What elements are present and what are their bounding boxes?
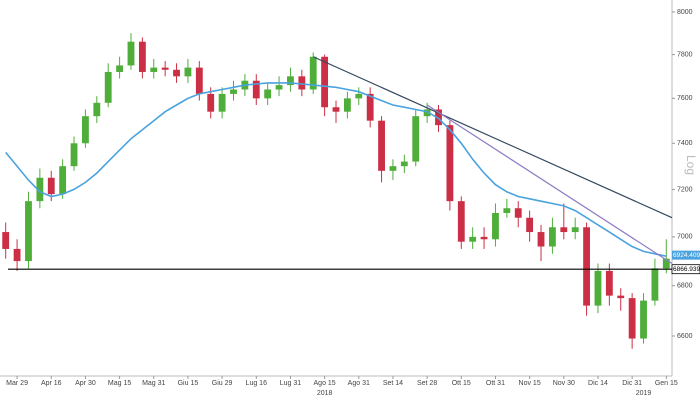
candle-body	[161, 67, 169, 70]
candle-body	[457, 201, 465, 242]
candle-body	[480, 236, 488, 240]
candle-body	[617, 295, 625, 299]
x-tick-label: Nov 30	[553, 380, 575, 387]
candle-body	[628, 298, 636, 339]
x-tick-label: Mag 31	[142, 380, 165, 387]
candle-body	[207, 93, 215, 112]
candle-body	[389, 166, 397, 171]
candle-body	[526, 217, 534, 233]
x-tick-label: Lug 31	[280, 380, 302, 387]
candle-body	[93, 102, 101, 117]
candle-body	[173, 69, 180, 77]
x-tick-label: Mag 15	[108, 380, 131, 387]
x-tick-label: Dic 31	[622, 380, 642, 387]
candle-body	[82, 116, 89, 144]
level-price-label: 6866.9399	[673, 266, 700, 273]
x-tick-label: Set 28	[417, 380, 437, 387]
candle-body	[195, 67, 203, 94]
candle-body	[435, 109, 442, 126]
candle-body	[366, 93, 374, 121]
level-price-tag	[671, 264, 700, 275]
x-tick-label: Giu 15	[178, 380, 199, 387]
candle-body	[36, 177, 44, 202]
x-tick-label: Ago 31	[348, 380, 370, 387]
candle-body	[400, 161, 408, 167]
y-axis-label: Log	[684, 155, 698, 175]
x-tick-label: Ott 31	[486, 380, 505, 387]
y-tick-label: 6600	[677, 333, 693, 340]
candle-body	[514, 208, 522, 218]
candle-body	[47, 177, 55, 195]
candle-body	[127, 41, 135, 66]
y-tick-label: 8000	[677, 9, 693, 16]
y-tick-label: 7000	[677, 234, 693, 241]
candle-body	[298, 76, 306, 90]
candle-body	[25, 201, 32, 262]
moving-average	[5, 82, 667, 257]
candle-body	[104, 71, 112, 103]
x-tick-label: Mar 29	[6, 380, 28, 387]
candle-body	[13, 248, 21, 262]
candle-body	[446, 125, 454, 202]
x-tick-label: Nov 15	[519, 380, 541, 387]
candle-body	[264, 89, 272, 99]
candle-body	[469, 236, 477, 242]
candle-body	[321, 56, 329, 108]
x-tick-label: Apr 30	[75, 380, 96, 387]
candle-body	[583, 227, 590, 306]
candle-body	[150, 67, 158, 72]
candle-body	[332, 107, 340, 112]
x-tick-label: Giu 29	[212, 380, 233, 387]
candle-body	[230, 89, 237, 94]
candle-body	[571, 227, 579, 233]
y-tick-label: 7400	[677, 140, 693, 147]
candle-body	[503, 208, 511, 213]
candle-body	[2, 232, 10, 249]
x-tick-label: Ott 15	[452, 380, 471, 387]
candle-body	[59, 166, 67, 195]
candle-body	[492, 212, 499, 240]
ma-price-tag	[672, 250, 700, 260]
candle-body	[252, 80, 260, 99]
x-tick-label: Apr 16	[41, 380, 62, 387]
x-tick-label: Dic 14	[588, 380, 608, 387]
year-label: 2018	[317, 390, 333, 397]
candle-body	[537, 232, 545, 247]
trendline	[426, 104, 673, 265]
x-tick-label: Set 14	[383, 380, 403, 387]
candle-body	[662, 258, 670, 269]
candle-body	[560, 227, 568, 233]
y-tick-label: 6800	[677, 283, 693, 290]
x-tick-label: Gen 15	[655, 380, 678, 387]
candle-body	[355, 93, 363, 99]
candle-body	[651, 268, 659, 301]
candle-body	[287, 76, 294, 86]
y-tick-label: 7800	[677, 51, 693, 58]
candle-body	[412, 116, 420, 162]
candle-body	[605, 270, 613, 296]
candle-body	[378, 120, 385, 171]
candle-body	[138, 41, 146, 72]
y-tick-label: 7200	[677, 186, 693, 193]
candle-body	[184, 67, 192, 77]
trendline	[312, 56, 673, 219]
x-tick-label: Ago 15	[314, 380, 336, 387]
candle-body	[594, 270, 602, 306]
candle-body	[423, 109, 431, 117]
year-label: 2019	[636, 390, 652, 397]
candle-body	[343, 98, 351, 112]
candle-body	[218, 93, 226, 112]
y-tick-label: 7600	[677, 95, 693, 102]
candle-body	[548, 227, 556, 247]
candle-body	[640, 300, 647, 339]
candle-body	[116, 65, 124, 72]
candle-body	[309, 56, 317, 90]
ma-price-label: 6924.4099	[673, 252, 700, 259]
candle-body	[70, 143, 78, 167]
candle-body	[275, 85, 283, 90]
x-tick-label: Lug 16	[246, 380, 268, 387]
